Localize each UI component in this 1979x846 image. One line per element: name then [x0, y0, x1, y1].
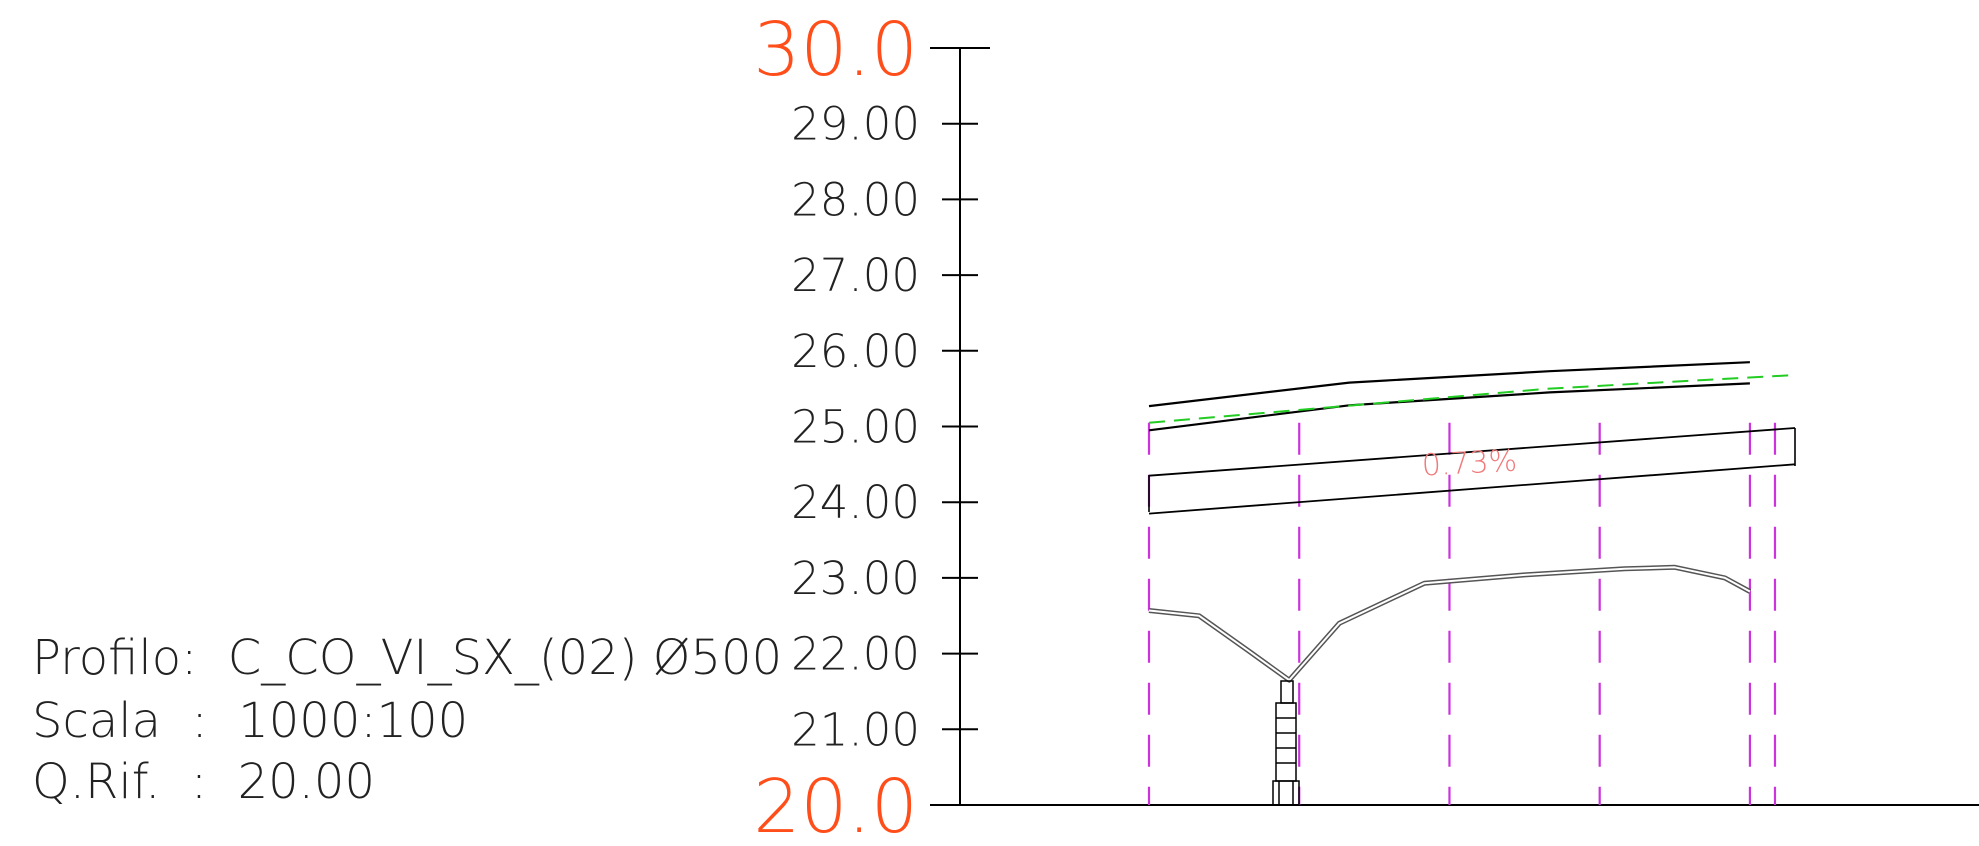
y-tick-label: 28.00 — [791, 173, 920, 226]
y-tick-label: 22.00 — [791, 628, 920, 681]
reference-elevation-text: Q.Rif. : 20.00 — [32, 754, 375, 810]
ground-top-line — [1148, 361, 1750, 408]
y-tick-label: 29.00 — [791, 98, 920, 151]
pipe-bottom-line — [1148, 463, 1796, 515]
y-tick-label: 23.00 — [791, 552, 920, 605]
slope-label: 0.73% — [1421, 444, 1518, 484]
manhole-structure — [1272, 680, 1300, 806]
y-tick-label: 25.00 — [791, 401, 920, 454]
y-axis-ticks: 21.00 22.00 23.00 24.00 25.00 26.00 27.00 28.00… — [791, 47, 990, 756]
scale-text: Scala : 1000:100 — [32, 693, 468, 749]
design-grade-line — [1148, 374, 1796, 424]
y-tick-label: 21.00 — [791, 703, 920, 756]
profile-lines — [1148, 361, 1796, 683]
y-tick-label: 27.00 — [791, 249, 920, 302]
y-axis-min-label: 20.0 — [753, 764, 918, 846]
profile-info: Profilo: C_CO_VI_SX_(02) Ø500 Scala : 10… — [32, 630, 782, 810]
pipe-top-line — [1148, 427, 1796, 477]
y-tick-label: 26.00 — [791, 325, 920, 378]
ground-bottom-line — [1148, 382, 1750, 432]
profile-name-text: Profilo: C_CO_VI_SX_(02) Ø500 — [32, 630, 782, 686]
lower-profile-inner — [1148, 566, 1751, 682]
y-axis-max-label: 30.0 — [753, 7, 918, 93]
y-tick-label: 24.00 — [791, 476, 920, 529]
